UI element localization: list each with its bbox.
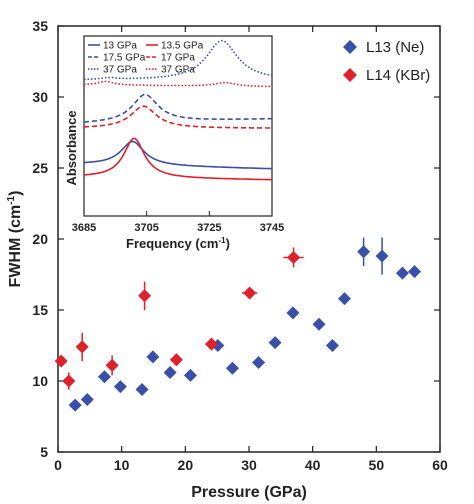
data-point <box>68 398 82 412</box>
data-point <box>105 358 119 372</box>
x-tick-label: 40 <box>305 457 321 473</box>
legend-label: L14 (KBr) <box>366 67 430 84</box>
legend-marker <box>343 68 357 82</box>
inset-x-tick-label: 3685 <box>72 222 96 234</box>
data-point <box>135 383 149 397</box>
y-tick-label: 15 <box>32 302 48 318</box>
legend-marker <box>343 40 357 54</box>
data-point <box>80 392 94 406</box>
inset-x-axis-label-sup: -1 <box>219 236 227 245</box>
data-point <box>183 368 197 382</box>
data-point <box>62 374 76 388</box>
inset-legend-label: 13.5 GPa <box>161 41 204 52</box>
inset-x-tick-label: 3725 <box>197 222 221 234</box>
x-tick-label: 10 <box>114 457 130 473</box>
data-point <box>243 286 257 300</box>
spectrum-line-1 <box>83 137 273 181</box>
inset-x-tick-label: 3705 <box>134 222 158 234</box>
inset-legend-label: 37 GPa <box>103 65 137 76</box>
inset-x-axis-label-close: ) <box>226 236 230 251</box>
y-axis-label-close: ) <box>7 191 24 196</box>
data-point <box>113 380 127 394</box>
inset-legend-label: 13 GPa <box>103 41 137 52</box>
inset-legend-label: 37 GPa <box>161 65 195 76</box>
data-point <box>138 289 152 303</box>
y-axis-label-main: FWHM (cm <box>7 205 24 288</box>
y-tick-label: 25 <box>32 160 48 176</box>
spectrum-line-0 <box>84 140 273 170</box>
y-tick-label: 10 <box>32 373 48 389</box>
data-point <box>97 370 111 384</box>
inset-legend-label: 17.5 GPa <box>103 53 146 64</box>
legend-label: L13 (Ne) <box>366 39 424 56</box>
data-point <box>287 250 301 264</box>
data-point <box>268 336 282 350</box>
x-tick-label: 0 <box>54 457 62 473</box>
data-point <box>163 365 177 379</box>
inset-legend-label: 17 GPa <box>161 53 195 64</box>
inset-frame <box>83 35 273 217</box>
data-point <box>375 249 389 263</box>
data-point <box>204 337 218 351</box>
data-point <box>54 354 68 368</box>
x-tick-label: 30 <box>241 457 257 473</box>
data-point <box>286 306 300 320</box>
data-point <box>75 340 89 354</box>
y-axis-label: FWHM (cm-1) <box>6 191 24 288</box>
data-point <box>252 356 266 370</box>
inset-x-axis-label-main: Frequency (cm <box>126 236 218 251</box>
spectrum-line-5 <box>84 80 272 88</box>
x-tick-label: 50 <box>369 457 385 473</box>
data-point <box>338 292 351 306</box>
data-point <box>312 317 326 331</box>
data-point <box>146 350 160 364</box>
main-legend: L13 (Ne) L14 (KBr) <box>343 39 430 84</box>
series-0 <box>68 237 422 412</box>
main-plot: 0 10 20 30 40 50 60 5 10 15 20 25 30 35 Pressure (GPa)… <box>6 18 448 501</box>
x-axis-label: Pressure (GPa) <box>191 484 307 501</box>
inset-x-tick-label: 3745 <box>260 222 284 234</box>
spectrum-line-3 <box>83 105 272 129</box>
y-tick-label: 35 <box>32 18 48 34</box>
inset-y-axis-label: Absorbance <box>64 110 79 185</box>
inset-x-axis-label: Frequency (cm-1) <box>126 236 230 251</box>
y-axis-label-sup: -1 <box>6 195 17 204</box>
y-tick-label: 20 <box>32 231 48 247</box>
data-point <box>357 245 371 259</box>
data-point <box>325 339 339 352</box>
spectrum-line-4 <box>83 39 273 81</box>
y-tick-label: 30 <box>32 89 48 105</box>
data-point <box>408 265 422 279</box>
x-tick-label: 20 <box>178 457 194 473</box>
data-point <box>169 353 183 367</box>
y-tick-label: 5 <box>40 444 48 460</box>
data-point <box>395 266 409 280</box>
data-point <box>225 361 239 375</box>
x-tick-label: 60 <box>432 457 448 473</box>
series-1 <box>54 247 304 390</box>
inset-plot: 3685 3705 3725 3745 Frequency (cm-1) Absorban… <box>64 35 284 251</box>
